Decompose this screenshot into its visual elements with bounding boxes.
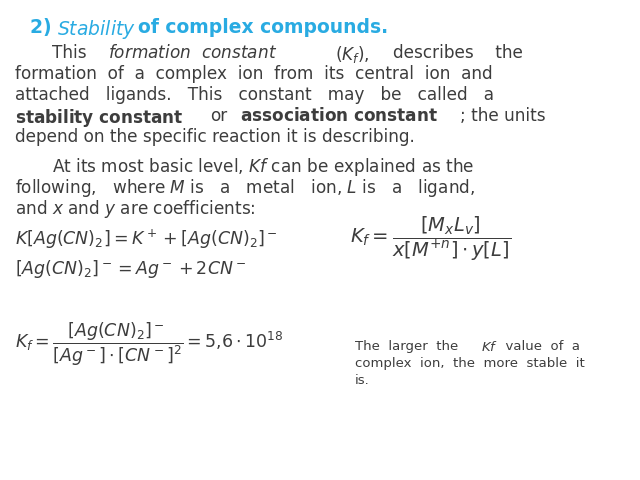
Text: $(\mathit{K_f}),$: $(\mathit{K_f}),$ bbox=[335, 44, 370, 65]
Text: The  larger  the: The larger the bbox=[355, 340, 463, 353]
Text: $\mathbf{association\ constant}$: $\mathbf{association\ constant}$ bbox=[240, 107, 438, 125]
Text: describes    the: describes the bbox=[393, 44, 523, 62]
Text: value  of  a: value of a bbox=[497, 340, 580, 353]
Text: complex  ion,  the  more  stable  it: complex ion, the more stable it bbox=[355, 357, 585, 370]
Text: $\mathit{Kf}$: $\mathit{Kf}$ bbox=[481, 340, 498, 354]
Text: $\mathit{Stability}$: $\mathit{Stability}$ bbox=[57, 18, 136, 41]
Text: $K[Ag(CN)_2] = K^+ + [Ag(CN)_2]^-$: $K[Ag(CN)_2] = K^+ + [Ag(CN)_2]^-$ bbox=[15, 228, 278, 252]
Text: formation  of  a  complex  ion  from  its  central  ion  and: formation of a complex ion from its cent… bbox=[15, 65, 493, 83]
Text: 2): 2) bbox=[30, 18, 58, 37]
Text: or: or bbox=[210, 107, 227, 125]
Text: $\mathbf{stability\ constant}$: $\mathbf{stability\ constant}$ bbox=[15, 107, 183, 129]
Text: and $\mathit{x}$ and $\mathit{y}$ are coefficients:: and $\mathit{x}$ and $\mathit{y}$ are co… bbox=[15, 198, 256, 220]
Text: $K_f = \dfrac{[M_x L_v]}{x[M^{+n}]\cdot y[L]}$: $K_f = \dfrac{[M_x L_v]}{x[M^{+n}]\cdot … bbox=[350, 215, 511, 264]
Text: $K_f = \dfrac{[Ag(CN)_2]^-}{[Ag^-]\cdot[CN^-]^2} = 5{,}6\cdot10^{18}$: $K_f = \dfrac{[Ag(CN)_2]^-}{[Ag^-]\cdot[… bbox=[15, 320, 284, 368]
Text: of complex compounds.: of complex compounds. bbox=[138, 18, 388, 37]
Text: At its most basic level, $\mathit{Kf}$ can be explained as the: At its most basic level, $\mathit{Kf}$ c… bbox=[52, 156, 474, 178]
Text: following,   where $\mathit{M}$ is   a   metal   ion, $\mathit{L}$ is   a   liga: following, where $\mathit{M}$ is a metal… bbox=[15, 177, 475, 199]
Text: This: This bbox=[52, 44, 86, 62]
Text: $\mathit{formation\ \ constant}$: $\mathit{formation\ \ constant}$ bbox=[108, 44, 277, 62]
Text: is.: is. bbox=[355, 374, 370, 387]
Text: $[Ag(CN)_2]^- = Ag^- + 2CN^-$: $[Ag(CN)_2]^- = Ag^- + 2CN^-$ bbox=[15, 258, 246, 280]
Text: ; the units: ; the units bbox=[460, 107, 546, 125]
Text: attached   ligands.   This   constant   may   be   called   a: attached ligands. This constant may be c… bbox=[15, 86, 494, 104]
Text: depend on the specific reaction it is describing.: depend on the specific reaction it is de… bbox=[15, 128, 415, 146]
